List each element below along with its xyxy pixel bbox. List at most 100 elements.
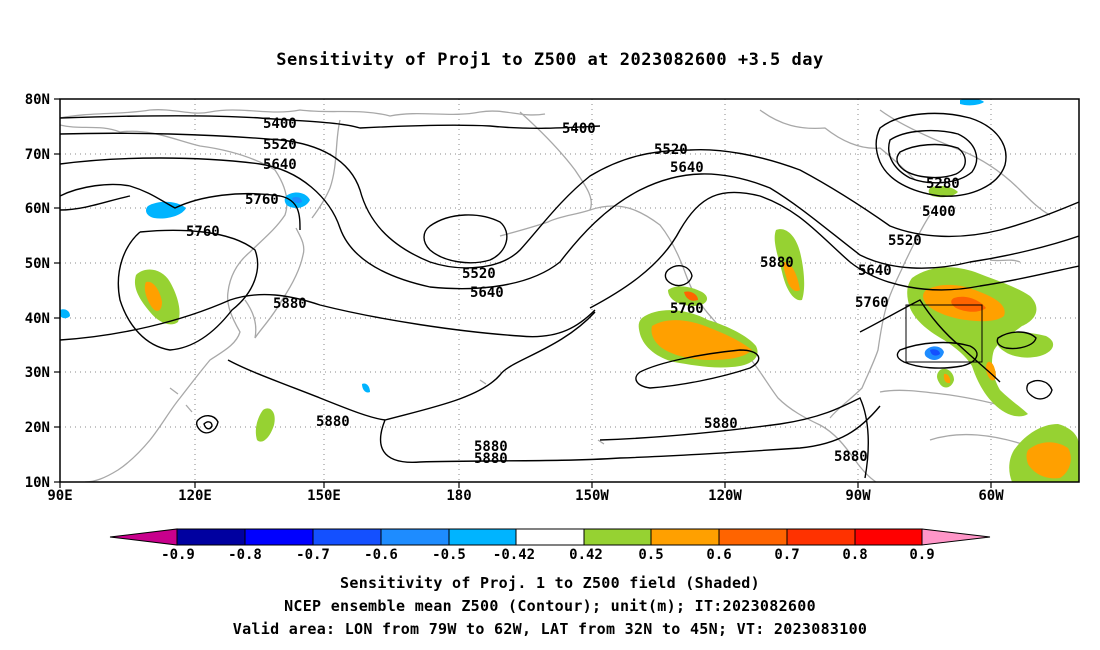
contour-label: 5760 [855, 295, 889, 311]
sensitivity-shading [60, 99, 1079, 482]
negative-core-okhotsk [292, 197, 302, 203]
contour-label: 5880 [834, 449, 868, 465]
positive-core-rockies [783, 262, 800, 292]
contour-label: 5520 [888, 233, 922, 249]
contour-label: 5400 [922, 204, 956, 220]
negative-region-west-pacific [60, 309, 70, 319]
axis-ticks [54, 98, 992, 488]
contour-label: 5400 [562, 121, 596, 137]
contour-high-atlantic-south [1026, 379, 1053, 400]
contour-5880-main [60, 293, 881, 463]
contour-high-pacific [635, 349, 760, 389]
colorbar-swatch [176, 528, 246, 546]
contour-label: 5520 [263, 137, 297, 153]
contour-label: 5880 [474, 439, 508, 455]
contour-label: 5760 [670, 301, 704, 317]
contour-high-gulf [896, 341, 978, 369]
contour-high-tropic [195, 415, 219, 434]
lat-label: 50N [25, 256, 50, 272]
positive-core-tropical-atlantic [1026, 442, 1071, 479]
positive-max-atlantic [951, 296, 986, 312]
colorbar-swatch [786, 528, 856, 546]
contour-label: 5520 [654, 142, 688, 158]
caption-shaded: Sensitivity of Proj. 1 to Z500 field (Sh… [340, 574, 760, 592]
lat-label: 20N [25, 420, 50, 436]
lon-label: 120W [708, 488, 742, 504]
coastline-eurasia-north [60, 109, 546, 119]
contour-label: 5760 [186, 224, 220, 240]
contour-label: 5640 [858, 263, 892, 279]
coastline-caribbean [879, 389, 1011, 409]
contour-5400-west [60, 114, 601, 129]
colorbar-label: 0.6 [706, 547, 731, 563]
colorbar-label: -0.9 [161, 547, 195, 563]
colorbar-label: 0.8 [842, 547, 867, 563]
colorbar-label: -0.42 [493, 547, 535, 563]
contour-label: 5880 [704, 416, 738, 432]
colorbar-label: 0.5 [638, 547, 663, 563]
contour-label: 5880 [273, 296, 307, 312]
contour-5760-west [60, 183, 301, 231]
contour-high-tropic-inner [203, 421, 213, 430]
contour-high-atlantic [996, 331, 1037, 350]
colorbar-arrow-left [109, 528, 178, 546]
contour-low-north-pacific [423, 214, 508, 264]
map-title: Sensitivity of Proj1 to Z500 at 20230826… [276, 50, 824, 70]
colorbar-label: 0.42 [569, 547, 603, 563]
colorbar-label: -0.6 [364, 547, 398, 563]
contour-5760-center [60, 195, 259, 351]
contour-5760-east [589, 191, 1079, 309]
caption-contour: NCEP ensemble mean Z500 (Contour); unit(… [284, 597, 816, 615]
contour-5880-east [859, 299, 1001, 383]
colorbar-swatch [650, 528, 720, 546]
colorbar-swatch [854, 528, 923, 546]
contour-low-greenland-inner [896, 143, 966, 179]
z500-contours [60, 112, 1079, 479]
lat-label: 10N [25, 475, 50, 491]
lat-label: 40N [25, 311, 50, 327]
contour-label: 5760 [245, 192, 279, 208]
lat-label: 60N [25, 201, 50, 217]
lon-label: 150E [307, 488, 341, 504]
caption-valid-area: Valid area: LON from 79W to 62W, LAT fro… [232, 620, 868, 638]
colorbar-label: -0.8 [228, 547, 262, 563]
colorbar-label: -0.7 [296, 547, 330, 563]
coastline-kamchatka [311, 119, 341, 219]
lon-label: 60W [978, 488, 1004, 504]
colorbar-label: 0.7 [774, 547, 799, 563]
positive-core-gulf [943, 373, 951, 384]
positive-core-south-china [144, 281, 162, 311]
lon-label: 180 [446, 488, 471, 504]
contour-label: 5640 [470, 285, 504, 301]
contour-label: 5400 [263, 116, 297, 132]
colorbar-swatch [380, 528, 450, 546]
colorbar-swatch [312, 528, 382, 546]
longitude-labels: 90E 120E 150E 180 150W 120W 90W 60W [47, 488, 1004, 504]
lon-label: 150W [575, 488, 609, 504]
negative-core-atlantic-box [930, 349, 940, 356]
contour-label: 5880 [474, 451, 508, 467]
colorbar-label: -0.5 [432, 547, 466, 563]
lon-label: 120E [178, 488, 212, 504]
positive-region-greenland [928, 185, 958, 198]
contour-low-greenland-outer [875, 112, 1007, 197]
lat-label: 30N [25, 365, 50, 381]
contour-5880-south [227, 359, 386, 421]
contour-label: 5880 [760, 255, 794, 271]
colorbar-swatch [448, 528, 517, 546]
colorbar-label: 0.9 [909, 547, 934, 563]
positive-region-atlantic-east [997, 332, 1054, 358]
lon-label: 90E [47, 488, 72, 504]
map-frame [59, 98, 1080, 483]
negative-region-central-pacific [362, 383, 370, 393]
coastline-islands [169, 259, 1021, 445]
contour-low-greenland-mid [888, 129, 978, 184]
colorbar-arrow-right [921, 528, 991, 546]
contour-5880-lower [599, 397, 869, 479]
lat-label: 80N [25, 92, 50, 108]
coastline-north-america-east [829, 214, 931, 419]
coastline-korea-japan [244, 227, 305, 339]
contour-5520-west [60, 132, 1079, 269]
